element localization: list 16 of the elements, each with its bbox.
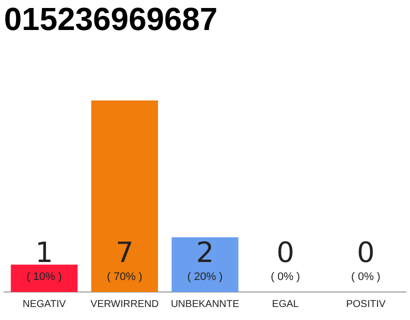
x-tick-label: VERWIRREND: [90, 298, 159, 310]
x-tick-label: NEGATIV: [22, 298, 66, 310]
data-label: 1: [35, 236, 54, 269]
annotation: ( 10% ): [26, 271, 62, 283]
annotation: ( 0% ): [270, 271, 300, 283]
x-tick-label: UNBEKANNTE: [170, 298, 240, 310]
annotation: ( 0% ): [351, 271, 380, 283]
annotation: ( 20% ): [187, 271, 223, 283]
chart-title: 015236969687: [4, 1, 218, 38]
x-tick-label: EGAL: [272, 298, 300, 310]
data-label: 0: [356, 236, 375, 269]
annotation: ( 70% ): [106, 271, 142, 283]
data-label: 2: [196, 236, 214, 269]
data-label: 0: [276, 236, 294, 269]
x-tick-label: POSITIV: [346, 298, 386, 310]
data-label: 7: [116, 236, 134, 269]
